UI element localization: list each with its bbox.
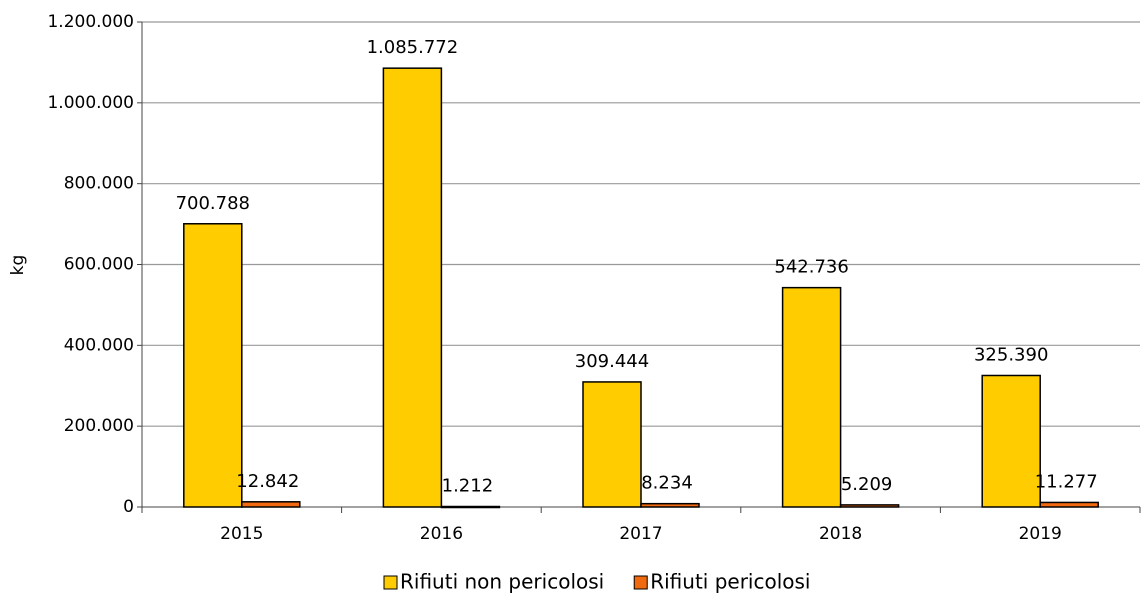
value-label: 542.736 bbox=[774, 257, 848, 278]
value-label: 5.209 bbox=[841, 474, 893, 495]
y-tick-label: 600.000 bbox=[64, 255, 134, 275]
y-tick-label: 200.000 bbox=[64, 416, 134, 436]
x-tick-label: 2018 bbox=[819, 524, 862, 544]
bar bbox=[582, 381, 642, 508]
x-tick-label: 2016 bbox=[420, 524, 463, 544]
bar bbox=[981, 374, 1041, 508]
bar bbox=[183, 223, 243, 508]
bar bbox=[781, 286, 842, 508]
bar bbox=[839, 504, 900, 508]
y-tick-label: 0 bbox=[123, 497, 134, 517]
x-tick-label: 2015 bbox=[220, 524, 263, 544]
legend-swatch bbox=[633, 575, 648, 590]
bar bbox=[382, 67, 443, 508]
value-label: 325.390 bbox=[974, 344, 1048, 365]
x-tick-label: 2017 bbox=[619, 524, 662, 544]
value-label: 11.277 bbox=[1035, 471, 1098, 492]
bar bbox=[241, 501, 301, 508]
bar bbox=[640, 502, 700, 508]
bar bbox=[440, 505, 501, 509]
y-tick-label: 400.000 bbox=[64, 335, 134, 355]
legend-label: Rifiuti pericolosi bbox=[650, 570, 810, 594]
value-label: 309.444 bbox=[575, 351, 649, 372]
value-label: 12.842 bbox=[236, 471, 299, 492]
value-label: 700.788 bbox=[176, 193, 250, 214]
value-label: 1.212 bbox=[442, 476, 494, 497]
x-tick-label: 2019 bbox=[1019, 524, 1062, 544]
value-label: 8.234 bbox=[641, 473, 693, 494]
legend-swatch bbox=[383, 575, 398, 590]
value-label: 1.085.772 bbox=[367, 37, 459, 58]
y-tick-label: 800.000 bbox=[64, 174, 134, 194]
bar bbox=[1039, 501, 1099, 508]
legend-label: Rifiuti non pericolosi bbox=[400, 570, 604, 594]
y-tick-label: 1.200.000 bbox=[47, 12, 134, 32]
y-axis-label: kg bbox=[8, 255, 28, 276]
y-tick-label: 1.000.000 bbox=[47, 93, 134, 113]
